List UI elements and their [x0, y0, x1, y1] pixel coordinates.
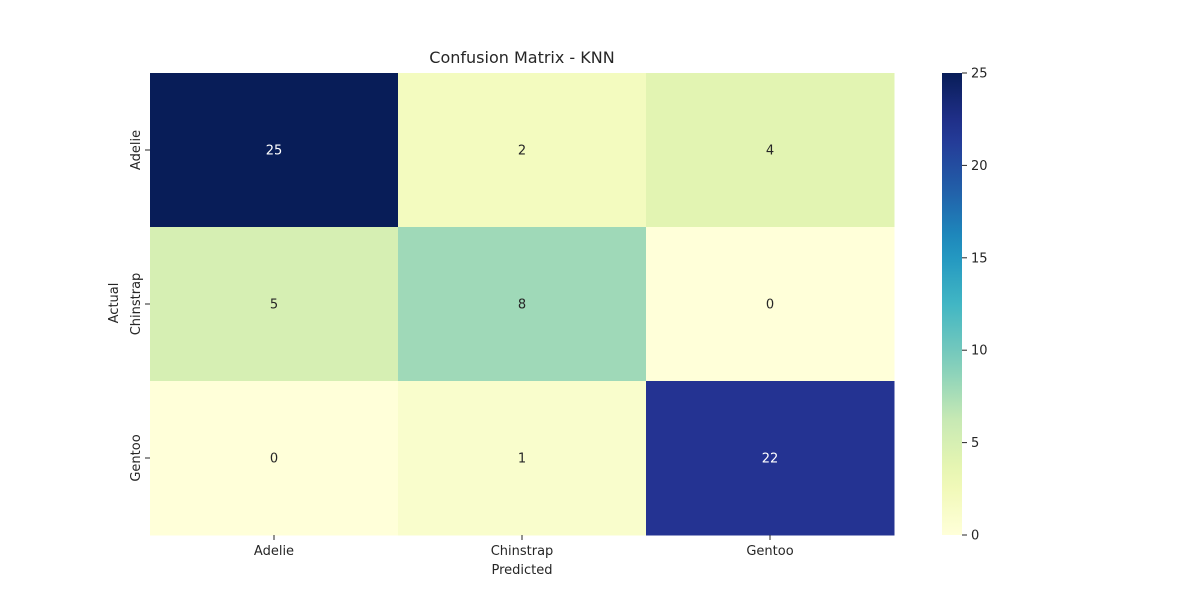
colorbar-tick-label: 5 [971, 436, 979, 451]
cell-value-label: 0 [766, 298, 774, 313]
x-tick-label: Adelie [254, 544, 294, 559]
heatmap-cell [646, 73, 895, 228]
cell-value-label: 2 [518, 144, 526, 159]
colorbar-tick-label: 25 [971, 67, 988, 82]
colorbar-tick-label: 15 [971, 251, 988, 266]
colorbar: 0 5 10 15 20 25 [942, 67, 988, 544]
cell-value-label: 1 [518, 452, 526, 467]
colorbar-tick-label: 20 [971, 159, 988, 174]
heatmap-cell [150, 73, 399, 228]
heatmap-cell [150, 381, 399, 536]
cell-value-label: 5 [270, 298, 278, 313]
chart-title: Confusion Matrix - KNN [429, 48, 614, 67]
x-tick-label: Chinstrap [491, 544, 554, 559]
cell-value-label: 4 [766, 144, 774, 159]
y-axis-ticks: Adelie Chinstrap Gentoo [129, 130, 150, 482]
heatmap-cell [398, 73, 647, 228]
colorbar-gradient [942, 73, 962, 535]
x-axis-label: Predicted [491, 563, 552, 578]
y-tick-label: Adelie [129, 130, 144, 170]
cell-value-label: 22 [762, 452, 779, 467]
x-axis-ticks: Adelie Chinstrap Gentoo [254, 535, 794, 559]
colorbar-tick-label: 0 [971, 529, 979, 544]
heatmap-cell [150, 227, 399, 382]
heatmap-cell [646, 381, 895, 536]
heatmap-cell [398, 381, 647, 536]
y-tick-label: Gentoo [129, 434, 144, 481]
heatmap-cell [646, 227, 895, 382]
y-tick-label: Chinstrap [129, 273, 144, 336]
x-tick-label: Gentoo [746, 544, 793, 559]
colorbar-tick-label: 10 [971, 344, 988, 359]
heatmap-cells: 25 2 4 5 8 0 0 1 22 [150, 73, 895, 536]
heatmap-cell [398, 227, 647, 382]
colorbar-ticks: 0 5 10 15 20 25 [962, 67, 988, 544]
y-axis-label: Actual [107, 283, 122, 324]
cell-value-label: 25 [266, 144, 283, 159]
cell-value-label: 8 [518, 298, 526, 313]
cell-value-label: 0 [270, 452, 278, 467]
